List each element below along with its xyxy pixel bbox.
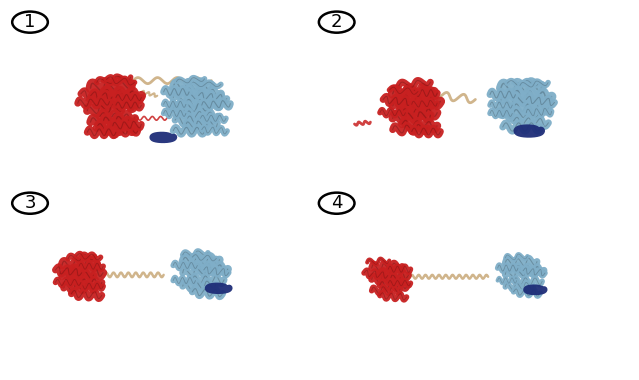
Text: 1: 1 bbox=[24, 13, 36, 31]
Text: 2: 2 bbox=[331, 13, 343, 31]
Text: 4: 4 bbox=[331, 194, 343, 212]
Text: 3: 3 bbox=[24, 194, 36, 212]
